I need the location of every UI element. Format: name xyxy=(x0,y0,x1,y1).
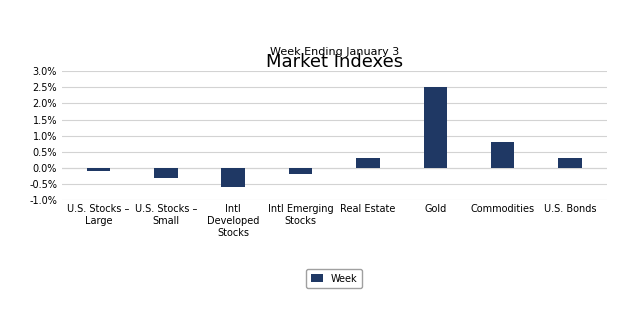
Bar xyxy=(87,168,110,171)
Legend: Week: Week xyxy=(306,269,362,288)
Bar xyxy=(289,168,313,174)
Bar xyxy=(423,87,447,168)
Bar xyxy=(222,168,245,187)
Bar xyxy=(154,168,178,178)
Title: Market Indexes: Market Indexes xyxy=(266,53,403,71)
Bar xyxy=(356,158,379,168)
Bar xyxy=(558,158,582,168)
Text: Week Ending January 3: Week Ending January 3 xyxy=(270,47,399,57)
Bar xyxy=(491,142,514,168)
